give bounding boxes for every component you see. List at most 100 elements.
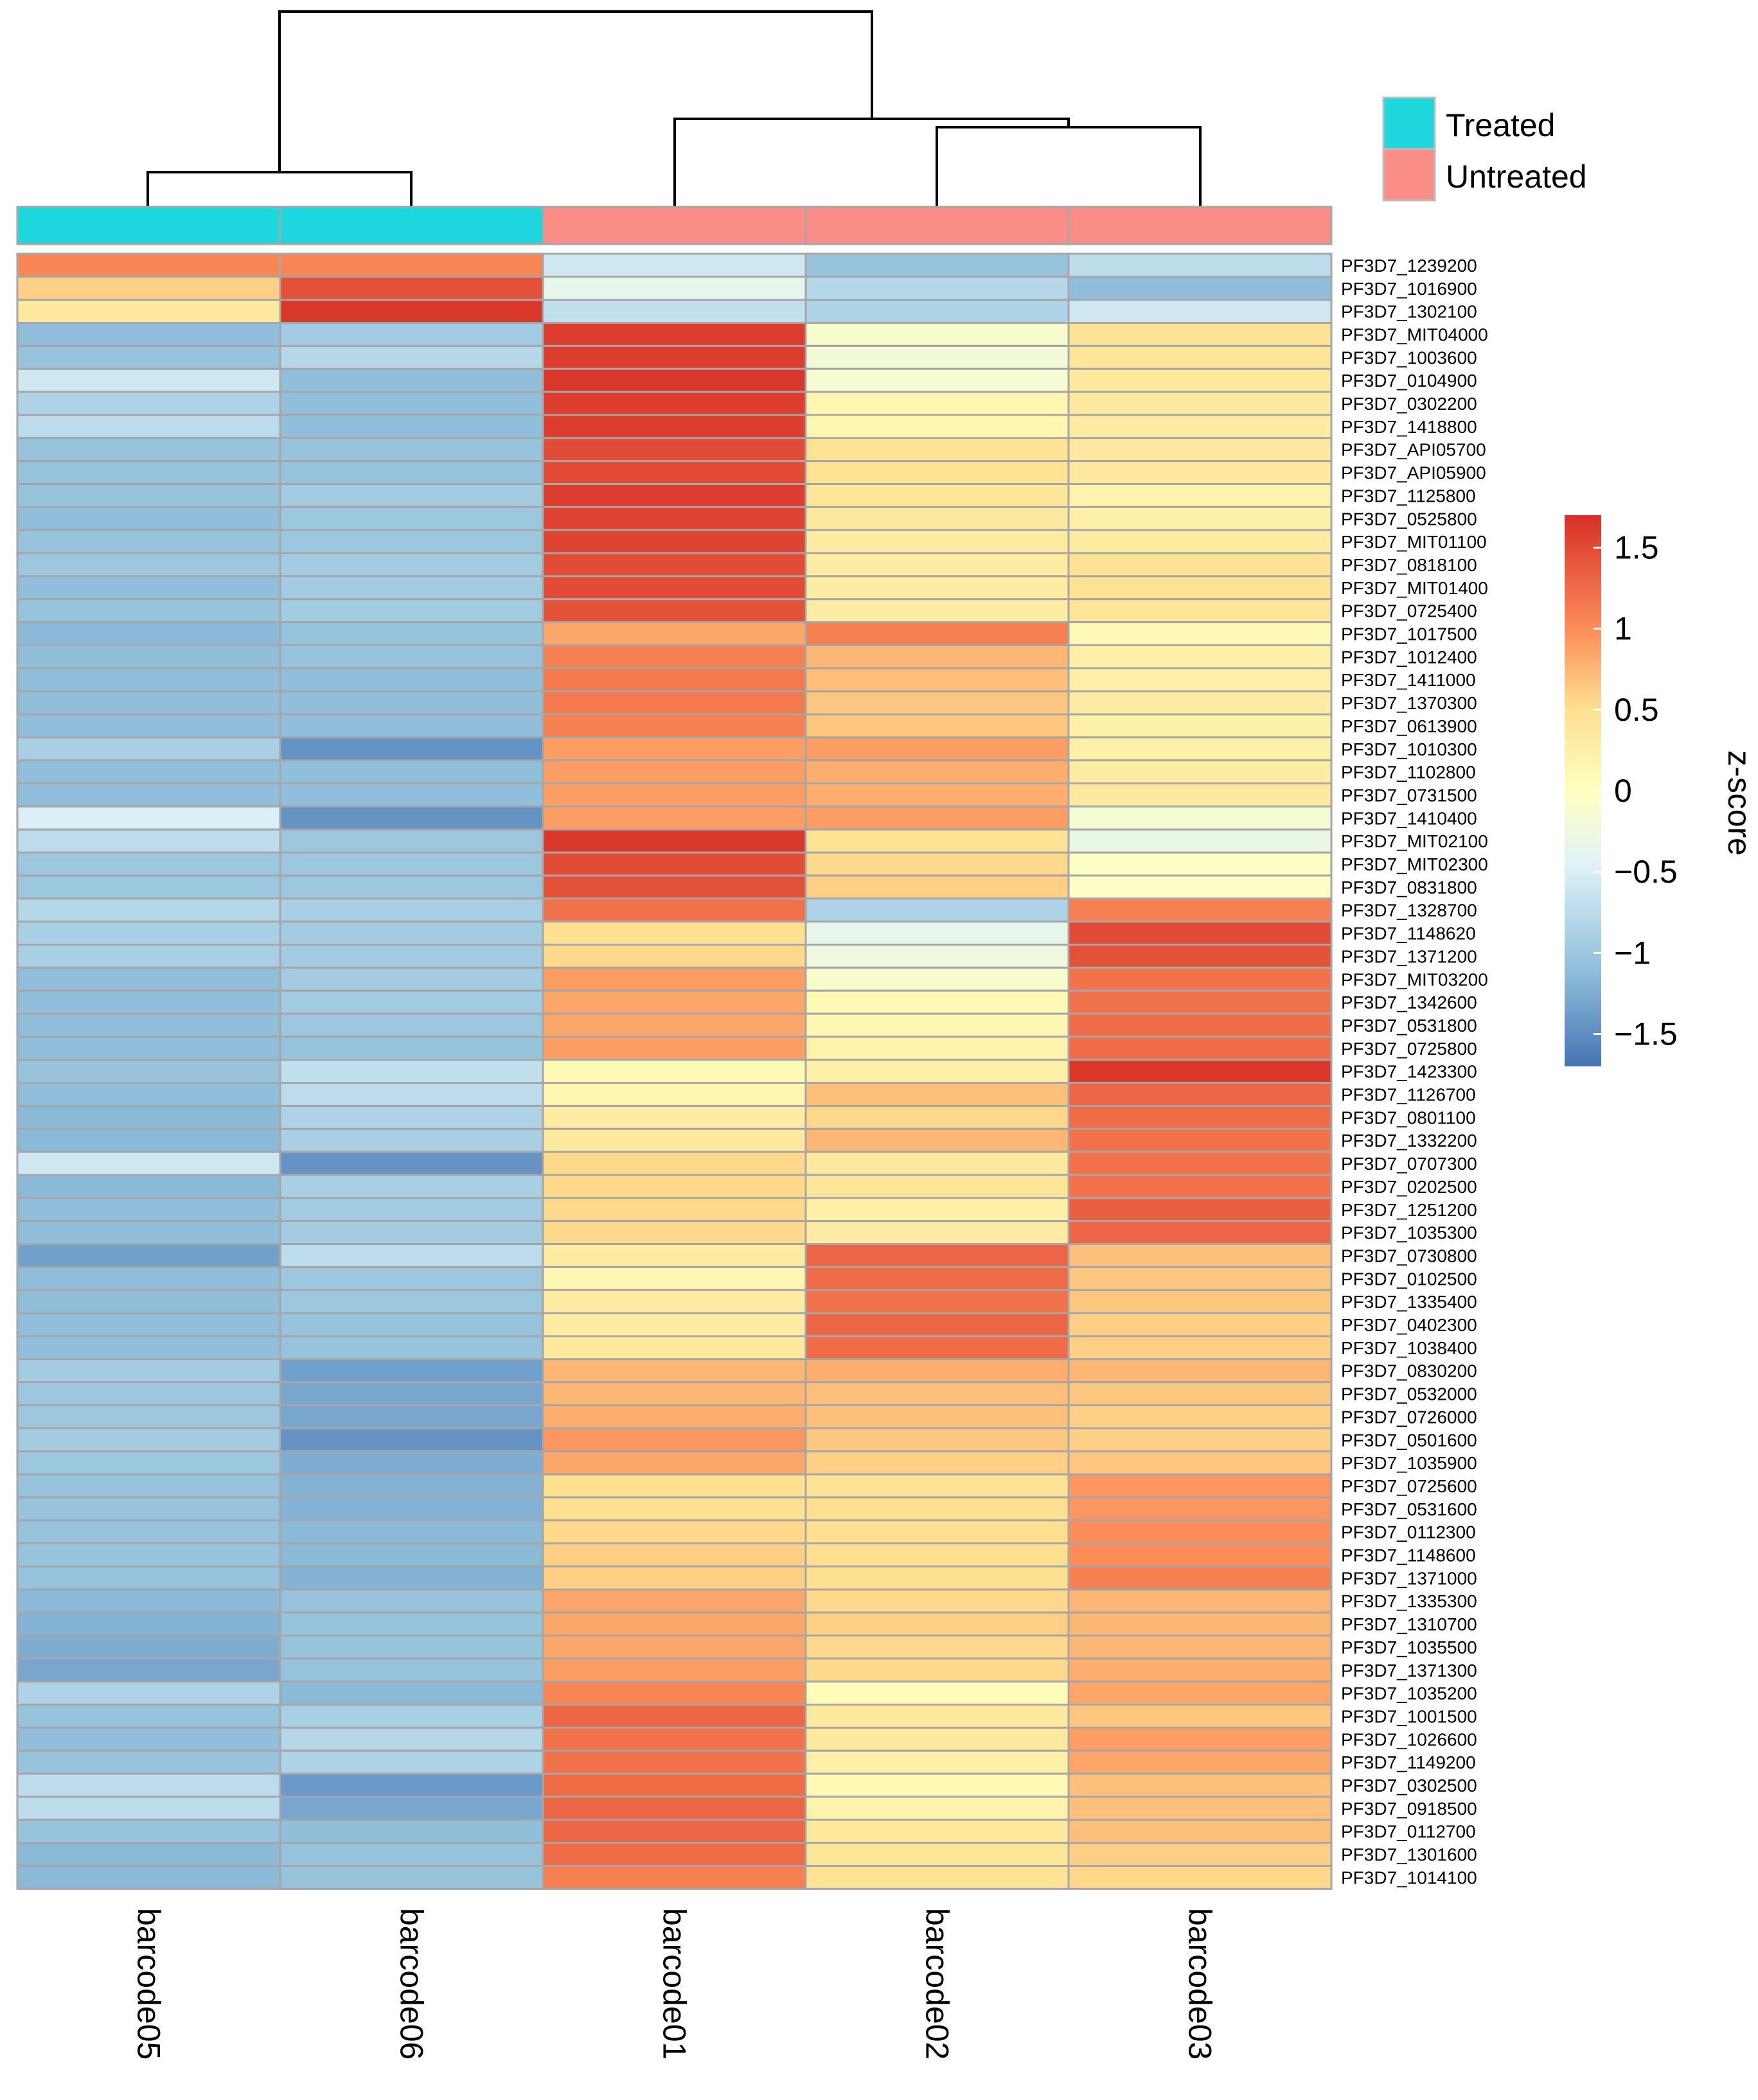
heatmap-cell <box>804 1450 1070 1476</box>
heatmap-cell <box>279 1473 544 1499</box>
legend-swatch-untreated <box>1382 148 1436 202</box>
heatmap-cell <box>542 989 807 1015</box>
heatmap-cell <box>16 1819 281 1844</box>
row-label: PF3D7_API05900 <box>1341 463 1486 483</box>
heatmap-cell <box>1067 575 1333 601</box>
heatmap-cell <box>279 621 544 646</box>
heatmap-cell <box>1067 1335 1333 1361</box>
heatmap-cell <box>279 1496 544 1522</box>
heatmap-cell <box>16 414 281 439</box>
heatmap-cell <box>804 1036 1070 1061</box>
heatmap-cell <box>804 921 1070 946</box>
heatmap-cell <box>1067 1151 1333 1176</box>
heatmap-cell <box>542 759 807 785</box>
heatmap-cell <box>804 1312 1070 1337</box>
heatmap-cell <box>16 1611 281 1637</box>
row-label: PF3D7_1125800 <box>1341 486 1476 506</box>
color-scale: 1.5 1 0.5 0 −0.5 −1 −1.5 z-score <box>1565 515 1757 1066</box>
annotation-cell <box>804 206 1070 245</box>
heatmap-cell <box>542 1704 807 1729</box>
row-label: PF3D7_0302500 <box>1341 1776 1477 1796</box>
row-label: PF3D7_1012400 <box>1341 647 1477 667</box>
heatmap-cell <box>542 1012 807 1038</box>
heatmap-cell <box>16 1496 281 1522</box>
heatmap-cell <box>542 1565 807 1591</box>
heatmap-cell <box>542 1059 807 1084</box>
row-label: PF3D7_0102500 <box>1341 1269 1477 1289</box>
heatmap-cell <box>1067 736 1333 762</box>
heatmap-cell <box>279 1012 544 1038</box>
heatmap-cell <box>1067 598 1333 624</box>
row-label: PF3D7_MIT02100 <box>1341 831 1488 851</box>
heatmap-cell <box>16 621 281 646</box>
heatmap-cell <box>1067 344 1333 370</box>
heatmap-cell <box>16 1289 281 1314</box>
heatmap-cell <box>542 736 807 762</box>
heatmap-cell <box>279 828 544 854</box>
heatmap-cell <box>804 414 1070 439</box>
heatmap-cell <box>279 851 544 877</box>
heatmap-cell <box>804 1059 1070 1084</box>
heatmap-cell <box>279 1104 544 1130</box>
color-scale-tick-label: −1 <box>1614 935 1651 971</box>
row-label: PF3D7_1003600 <box>1341 348 1477 367</box>
heatmap-cell <box>16 828 281 854</box>
heatmap-cell <box>16 1243 281 1268</box>
color-scale-tick-label: 0 <box>1614 773 1632 809</box>
heatmap-cell <box>542 874 807 900</box>
group-legend: Treated Untreated <box>1382 96 1587 202</box>
heatmap-cell <box>1067 1842 1333 1867</box>
heatmap-cell <box>542 1749 807 1775</box>
heatmap-cell <box>16 1704 281 1729</box>
heatmap-cell <box>804 713 1070 739</box>
heatmap-cell <box>16 1012 281 1038</box>
row-label: PF3D7_1016900 <box>1341 279 1477 299</box>
heatmap-cell <box>16 1450 281 1476</box>
heatmap-cell <box>804 1174 1070 1199</box>
heatmap-cell <box>804 1358 1070 1384</box>
row-label: PF3D7_1035900 <box>1341 1453 1477 1473</box>
heatmap-cell <box>1067 1657 1333 1683</box>
heatmap-cell <box>1067 1819 1333 1844</box>
heatmap-cell <box>16 1565 281 1591</box>
row-label: PF3D7_0830200 <box>1341 1361 1477 1381</box>
row-label: PF3D7_0531800 <box>1341 1016 1477 1036</box>
heatmap-cell <box>279 1151 544 1176</box>
heatmap-cell <box>279 437 544 463</box>
heatmap-cell <box>804 276 1070 301</box>
row-label: PF3D7_1418800 <box>1341 417 1477 437</box>
heatmap-cell <box>16 736 281 762</box>
heatmap-cell <box>279 989 544 1015</box>
color-scale-tick-label: −1.5 <box>1614 1016 1678 1052</box>
heatmap-cell <box>279 1243 544 1268</box>
heatmap-cell <box>1067 851 1333 877</box>
heatmap-cell <box>279 1266 544 1291</box>
heatmap-cell <box>279 575 544 601</box>
heatmap-cell <box>1067 1312 1333 1337</box>
heatmap-cell <box>1067 644 1333 669</box>
heatmap-cell <box>16 1151 281 1176</box>
row-label: PF3D7_1328700 <box>1341 901 1477 921</box>
column-labels: barcode05 barcode06 barcode01 barcode02 barc… <box>131 1908 1218 2060</box>
heatmap-cell <box>804 1565 1070 1591</box>
heatmap-cell <box>542 897 807 923</box>
heatmap-cell <box>542 460 807 486</box>
heatmap-cell <box>16 598 281 624</box>
heatmap-cell <box>279 414 544 439</box>
heatmap-cell <box>16 1335 281 1361</box>
heatmap-cell <box>1067 759 1333 785</box>
heatmap-cell <box>804 1496 1070 1522</box>
row-label: PF3D7_1149200 <box>1341 1752 1476 1772</box>
row-label: PF3D7_0402300 <box>1341 1315 1477 1335</box>
heatmap-cell <box>279 1681 544 1706</box>
heatmap-cell <box>804 1704 1070 1729</box>
heatmap-cell <box>16 1197 281 1222</box>
heatmap-cell <box>542 805 807 831</box>
row-label: PF3D7_0525800 <box>1341 509 1477 529</box>
heatmap-cell <box>804 759 1070 785</box>
heatmap-cell <box>542 828 807 854</box>
heatmap-cell <box>804 851 1070 877</box>
heatmap-cell <box>279 1335 544 1361</box>
heatmap-cell <box>542 966 807 992</box>
heatmap-cell <box>16 921 281 946</box>
